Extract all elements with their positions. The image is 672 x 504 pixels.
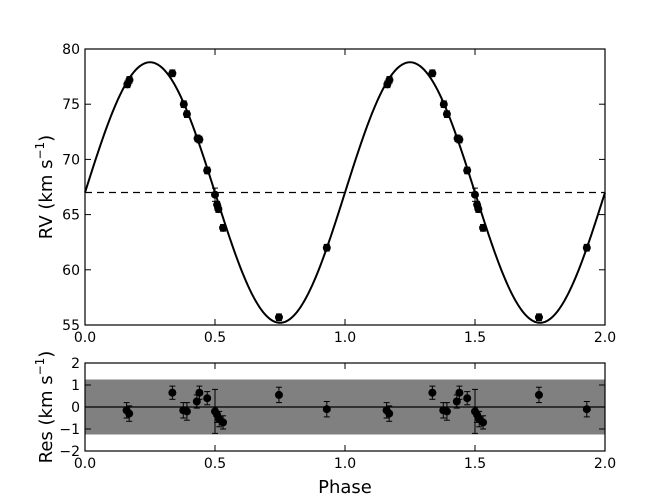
res-y-tick-label: −1 [59,422,80,438]
res-y-axis-label-close: ) [36,351,57,358]
rv-data-point [582,243,591,252]
rv-y-axis-label-sup: −1 [33,142,47,160]
res-y-axis-label-sup: −1 [33,358,47,376]
res-data-point [442,407,451,416]
rv-x-tick-label: 0.5 [204,330,226,346]
rv-model-curve [84,61,606,324]
res-data-point [463,394,472,403]
rv-data-point [274,313,283,322]
rv-data-point [168,69,177,78]
rv-data-point [439,100,448,109]
rv-data-point [182,110,191,119]
rv-y-tick-label: 80 [62,42,80,58]
res-x-tick-label: 0.0 [74,456,96,472]
res-data-point [385,409,394,418]
rv-x-tick-label: 2.0 [594,330,616,346]
res-data-point [274,390,283,399]
rv-y-tick-label: 70 [62,152,80,168]
res-x-tick-label: 1.5 [464,456,486,472]
rv-data-point [195,135,204,144]
rv-y-tick-label: 65 [62,208,80,224]
rv-data-point [214,205,223,214]
rv-data-point [179,100,188,109]
res-y-axis-label-text: Res (km s [36,375,57,463]
residuals-panel: 0.0 0.5 1.0 1.5 2.0 −2 −1 0 1 2 [59,356,616,472]
phase-x-axis-label: Phase [318,477,372,498]
rv-data-point [211,190,219,199]
rv-data-point [219,223,228,232]
res-data-point [203,394,212,403]
res-y-axis-label: Res (km s−1) [33,351,57,464]
rv-data-point [471,190,479,199]
rv-y-axis-label-text: RV (km s [36,160,57,240]
res-data-point [219,418,228,427]
res-data-point [195,388,204,397]
res-data-point [534,390,543,399]
res-x-tick-label: 2.0 [594,456,616,472]
rv-plot-frame [84,48,606,326]
res-y-tick-label: 1 [71,378,80,394]
rv-y-tick-label: 55 [62,318,80,334]
res-data-point [168,388,177,397]
rv-y-axis-label: RV (km s−1) [33,135,57,239]
res-data-point [455,388,464,397]
rv-x-tick-label: 1.0 [334,330,356,346]
rv-data-point [125,75,134,84]
rv-data-point [385,75,394,84]
res-data-point [322,405,331,414]
res-data-point [125,409,134,418]
rv-y-tick-label: 75 [62,97,80,113]
rv-x-tick-label: 0.0 [74,330,96,346]
res-y-tick-label: 0 [71,400,80,416]
rv-y-tick-label: 60 [62,263,80,279]
rv-panel: 0.0 0.5 1.0 1.5 2.0 55 60 65 70 75 80 [62,42,616,346]
rv-data-point [479,223,488,232]
rv-data-point [463,166,472,175]
rv-data-point [322,243,331,252]
rv-data-point [442,110,451,119]
res-data-point [182,407,191,416]
rv-x-tick-label: 1.5 [464,330,486,346]
res-y-tick-label: 2 [71,356,80,372]
rv-data-point [428,69,437,78]
rv-data-point [203,166,212,175]
rv-data-point [455,135,464,144]
res-x-tick-label: 1.0 [334,456,356,472]
res-data-point [582,405,591,414]
res-y-tick-label: −2 [59,444,80,460]
res-data-point [428,388,437,397]
rv-data-point [474,205,483,214]
rv-y-axis-label-close: ) [36,135,57,142]
rv-data-point [534,313,543,322]
res-data-point [479,418,488,427]
res-x-tick-label: 0.5 [204,456,226,472]
